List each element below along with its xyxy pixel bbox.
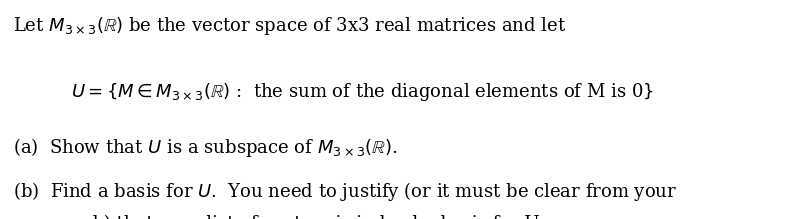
Text: $U = \{M \in M_{3\times3}(\mathbb{R})$ :  the sum of the diagonal elements of M : $U = \{M \in M_{3\times3}(\mathbb{R})$ :… [71,81,654,103]
Text: (a)  Show that $U$ is a subspace of $M_{3\times3}(\mathbb{R})$.: (a) Show that $U$ is a subspace of $M_{3… [13,136,397,159]
Text: (b)  Find a basis for $U$.  You need to justify (or it must be clear from your: (b) Find a basis for $U$. You need to ju… [13,180,677,203]
Text: work) that your list of vectors is indeed a basis for U.: work) that your list of vectors is indee… [58,215,544,219]
Text: Let $M_{3\times3}(\mathbb{R})$ be the vector space of 3x3 real matrices and let: Let $M_{3\times3}(\mathbb{R})$ be the ve… [13,15,566,37]
